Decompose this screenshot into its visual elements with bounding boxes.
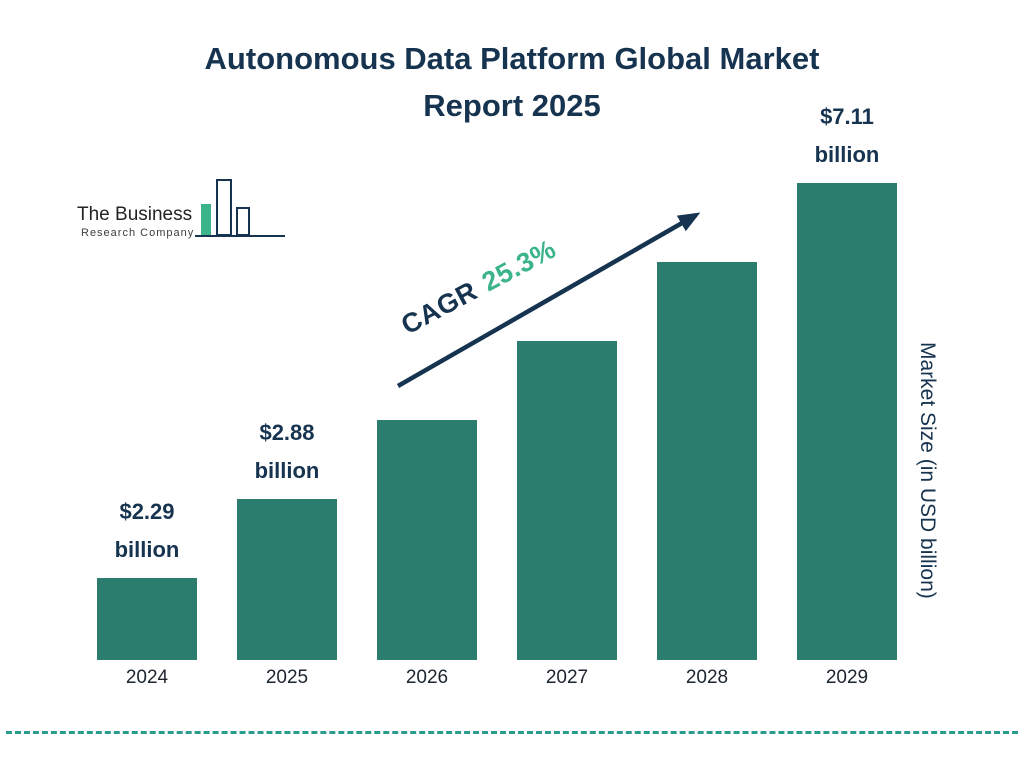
page-title: Autonomous Data Platform Global Market R…: [0, 36, 1024, 129]
logo-text-primary: The Business: [77, 204, 193, 225]
bar-column-2025: $2.88 billion: [237, 414, 337, 660]
page-title-line1: Autonomous Data Platform Global Market: [204, 41, 820, 76]
page-title-line2: Report 2025: [423, 87, 601, 123]
bar-value-label-2024: $2.29 billion: [114, 499, 180, 563]
company-logo: The Business Research Company: [75, 178, 290, 248]
xticks-row: 2024 2025 2026 2027 2028 2029: [97, 667, 897, 689]
bar-value-label-2029: $7.11 billion: [814, 104, 880, 168]
bar-column-2027: [517, 341, 617, 660]
bar-2026: [377, 420, 477, 660]
logo-text-secondary: Research Company: [81, 227, 195, 239]
x-tick-label-2026: 2026: [405, 667, 449, 688]
x-tick-label-2024: 2024: [125, 667, 169, 688]
bar-column-2028: [657, 262, 757, 660]
bars-row: $2.29 billion $2.88 billion $7.11 billion: [97, 95, 897, 660]
x-tick-label-2028: 2028: [685, 667, 729, 688]
bar-column-2026: [377, 420, 477, 660]
bar-2027: [517, 341, 617, 660]
bottom-dashed-divider: [6, 731, 1018, 734]
bar-value-label-2025: $2.88 billion: [254, 420, 320, 484]
bar-column-2024: $2.29 billion: [97, 493, 197, 660]
bar-column-2029: $7.11 billion: [797, 98, 897, 660]
bar-2028: [657, 262, 757, 660]
bar-2029: [797, 183, 897, 660]
x-tick-label-2029: 2029: [825, 667, 869, 688]
y-axis-label: Market Size (in USD billion): [916, 342, 939, 599]
bar-chart-logo-icon: [195, 179, 285, 237]
bar-2025: [237, 499, 337, 660]
bar-2024: [97, 578, 197, 660]
x-tick-label-2027: 2027: [545, 667, 589, 688]
x-tick-label-2025: 2025: [265, 667, 309, 688]
